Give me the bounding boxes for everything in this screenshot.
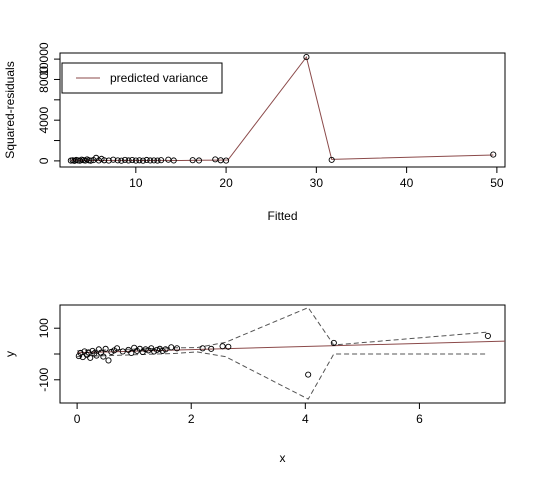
y-tick-label: 10000	[37, 42, 51, 76]
data-point	[125, 157, 132, 164]
data-point	[105, 157, 112, 164]
data-point	[129, 157, 136, 164]
legend: predicted variance	[61, 62, 223, 94]
data-point	[87, 157, 94, 164]
data-point	[119, 348, 126, 355]
data-point	[189, 157, 196, 164]
data-point	[225, 343, 232, 350]
data-point	[330, 339, 337, 346]
data-point	[142, 346, 149, 353]
data-point	[136, 157, 143, 164]
x-tick-label: 30	[310, 176, 324, 190]
data-point	[153, 346, 161, 353]
upper-line	[77, 306, 488, 352]
data-point	[147, 157, 154, 164]
data-point	[139, 157, 147, 164]
regression-panel: 0 2 4 6 -100 100 x y	[3, 304, 506, 465]
x-tick-label: 6	[416, 412, 423, 426]
data-point	[219, 343, 226, 350]
data-point	[143, 156, 150, 164]
x-axis-label: x	[280, 451, 286, 465]
data-point	[154, 157, 161, 164]
data-point	[110, 156, 117, 163]
data-point	[162, 346, 169, 353]
data-point	[303, 54, 310, 61]
data-point	[305, 371, 312, 378]
data-point	[101, 157, 108, 164]
data-point	[131, 344, 138, 351]
data-point	[158, 157, 165, 164]
x-tick-label: 4	[302, 412, 309, 426]
data-point	[87, 354, 94, 361]
y-tick-label: 4000	[37, 107, 51, 134]
fit-line	[77, 340, 506, 354]
data-point	[121, 156, 129, 163]
x-tick-label: 2	[188, 412, 195, 426]
data-point	[150, 157, 157, 164]
x-axis-label: Fitted	[267, 209, 297, 223]
y-axis-label: y	[3, 351, 17, 357]
data-point	[170, 157, 177, 164]
legend-box	[61, 62, 223, 94]
data-point	[102, 345, 109, 352]
data-point	[490, 151, 497, 158]
data-point	[168, 344, 175, 351]
data-point	[195, 157, 203, 164]
data-point	[165, 156, 172, 163]
data-point	[93, 352, 100, 359]
y-tick-label: 100	[37, 318, 51, 338]
plot-frame	[59, 304, 506, 404]
data-point	[75, 353, 82, 360]
y-tick-label: 8000	[37, 66, 51, 93]
data-point	[212, 156, 219, 163]
data-point	[328, 156, 335, 163]
data-point	[105, 357, 112, 364]
data-point	[100, 353, 107, 360]
data-point	[128, 349, 135, 357]
data-point	[132, 157, 139, 164]
plot-frame	[59, 52, 506, 168]
data-point	[85, 349, 92, 356]
x-tick-label: 50	[490, 176, 504, 190]
data-point	[484, 332, 491, 339]
x-tick-label: 40	[400, 176, 414, 190]
legend-label: predicted variance	[110, 71, 208, 85]
data-point	[173, 345, 181, 352]
y-tick-label: -100	[37, 367, 51, 391]
x-tick-label: 20	[219, 176, 233, 190]
x-tick-label: 0	[74, 412, 81, 426]
y-axis-label: Squared-residuals	[3, 61, 17, 158]
data-point	[199, 345, 206, 352]
data-point	[114, 157, 121, 164]
data-point	[208, 345, 215, 352]
data-point	[223, 157, 230, 164]
data-point	[118, 157, 125, 164]
y-tick-label: 0	[37, 157, 51, 164]
lower-line	[77, 351, 488, 400]
x-tick-label: 10	[129, 176, 143, 190]
data-point	[114, 345, 121, 352]
